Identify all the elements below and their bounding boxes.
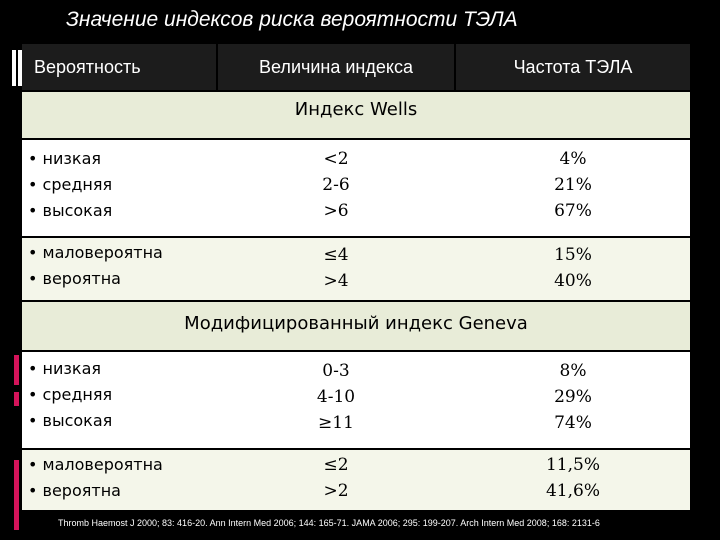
index-values: 0-3 4-10 ≥11 xyxy=(218,358,454,436)
level-label: средняя xyxy=(28,172,113,198)
frequency-value: 15% xyxy=(554,245,592,265)
accent-bar xyxy=(14,460,19,530)
index-value: 2-6 xyxy=(322,175,350,195)
white-bar xyxy=(18,50,22,86)
frequency-value: 41,6% xyxy=(545,481,600,501)
frequency-value: 67% xyxy=(554,201,592,221)
level-label: высокая xyxy=(28,408,113,434)
probability-levels: низкая средняя высокая xyxy=(28,356,113,434)
index-value: <2 xyxy=(323,149,349,169)
level-label: низкая xyxy=(28,146,112,172)
probability-levels: маловероятна вероятна xyxy=(28,240,163,292)
level-label: вероятна xyxy=(28,478,163,504)
index-value: ≥11 xyxy=(318,413,354,433)
index-value: ≤2 xyxy=(323,455,349,475)
white-bar xyxy=(12,50,16,86)
index-values: ≤2 >2 xyxy=(218,452,454,504)
table-row: маловероятна вероятна ≤2 >2 11,5% 41,6% xyxy=(22,450,690,510)
frequency-value: 8% xyxy=(559,361,587,381)
level-label: средняя xyxy=(28,382,113,408)
frequency-value: 40% xyxy=(554,271,592,291)
frequency-value: 11,5% xyxy=(545,455,600,475)
table-row: маловероятна вероятна ≤4 >4 15% 40% xyxy=(22,238,690,300)
index-value: >6 xyxy=(323,201,349,221)
frequency-values: 4% 21% 67% xyxy=(456,146,690,224)
section-header-wells: Индекс Wells xyxy=(22,92,690,138)
index-value: 0-3 xyxy=(322,361,350,381)
level-label: вероятна xyxy=(28,266,163,292)
level-label: маловероятна xyxy=(28,240,163,266)
index-value: 4-10 xyxy=(316,387,356,407)
probability-levels: маловероятна вероятна xyxy=(28,452,163,504)
table-row: низкая средняя высокая <2 2-6 >6 4% 21% … xyxy=(22,140,690,236)
frequency-value: 74% xyxy=(554,413,592,433)
section-header-geneva: Модифицированный индекс Geneva xyxy=(22,302,690,350)
index-values: ≤4 >4 xyxy=(218,242,454,294)
level-label: высокая xyxy=(28,198,113,224)
level-label: маловероятна xyxy=(28,452,163,478)
col-header-probability: Вероятность xyxy=(22,44,216,90)
accent-bar xyxy=(14,355,19,385)
slide-title: Значение индексов риска вероятности ТЭЛА xyxy=(66,8,518,31)
table-row: низкая средняя высокая 0-3 4-10 ≥11 8% 2… xyxy=(22,352,690,448)
frequency-values: 11,5% 41,6% xyxy=(456,452,690,504)
index-value: >4 xyxy=(323,271,349,291)
left-decoration xyxy=(0,0,30,540)
frequency-values: 8% 29% 74% xyxy=(456,358,690,436)
frequency-value: 29% xyxy=(554,387,592,407)
frequency-value: 4% xyxy=(559,149,587,169)
references-footer: Thromb Haemost J 2000; 83: 416-20. Ann I… xyxy=(58,518,600,528)
accent-bar xyxy=(14,392,19,406)
probability-levels: низкая средняя высокая xyxy=(28,146,113,224)
index-value: ≤4 xyxy=(323,245,349,265)
index-value: >2 xyxy=(323,481,349,501)
level-label: низкая xyxy=(28,356,112,382)
frequency-values: 15% 40% xyxy=(456,242,690,294)
index-values: <2 2-6 >6 xyxy=(218,146,454,224)
frequency-value: 21% xyxy=(554,175,592,195)
col-header-index: Величина индекса xyxy=(218,44,454,90)
col-header-frequency: Частота ТЭЛА xyxy=(456,44,690,90)
risk-table: Вероятность Величина индекса Частота ТЭЛ… xyxy=(22,44,690,510)
